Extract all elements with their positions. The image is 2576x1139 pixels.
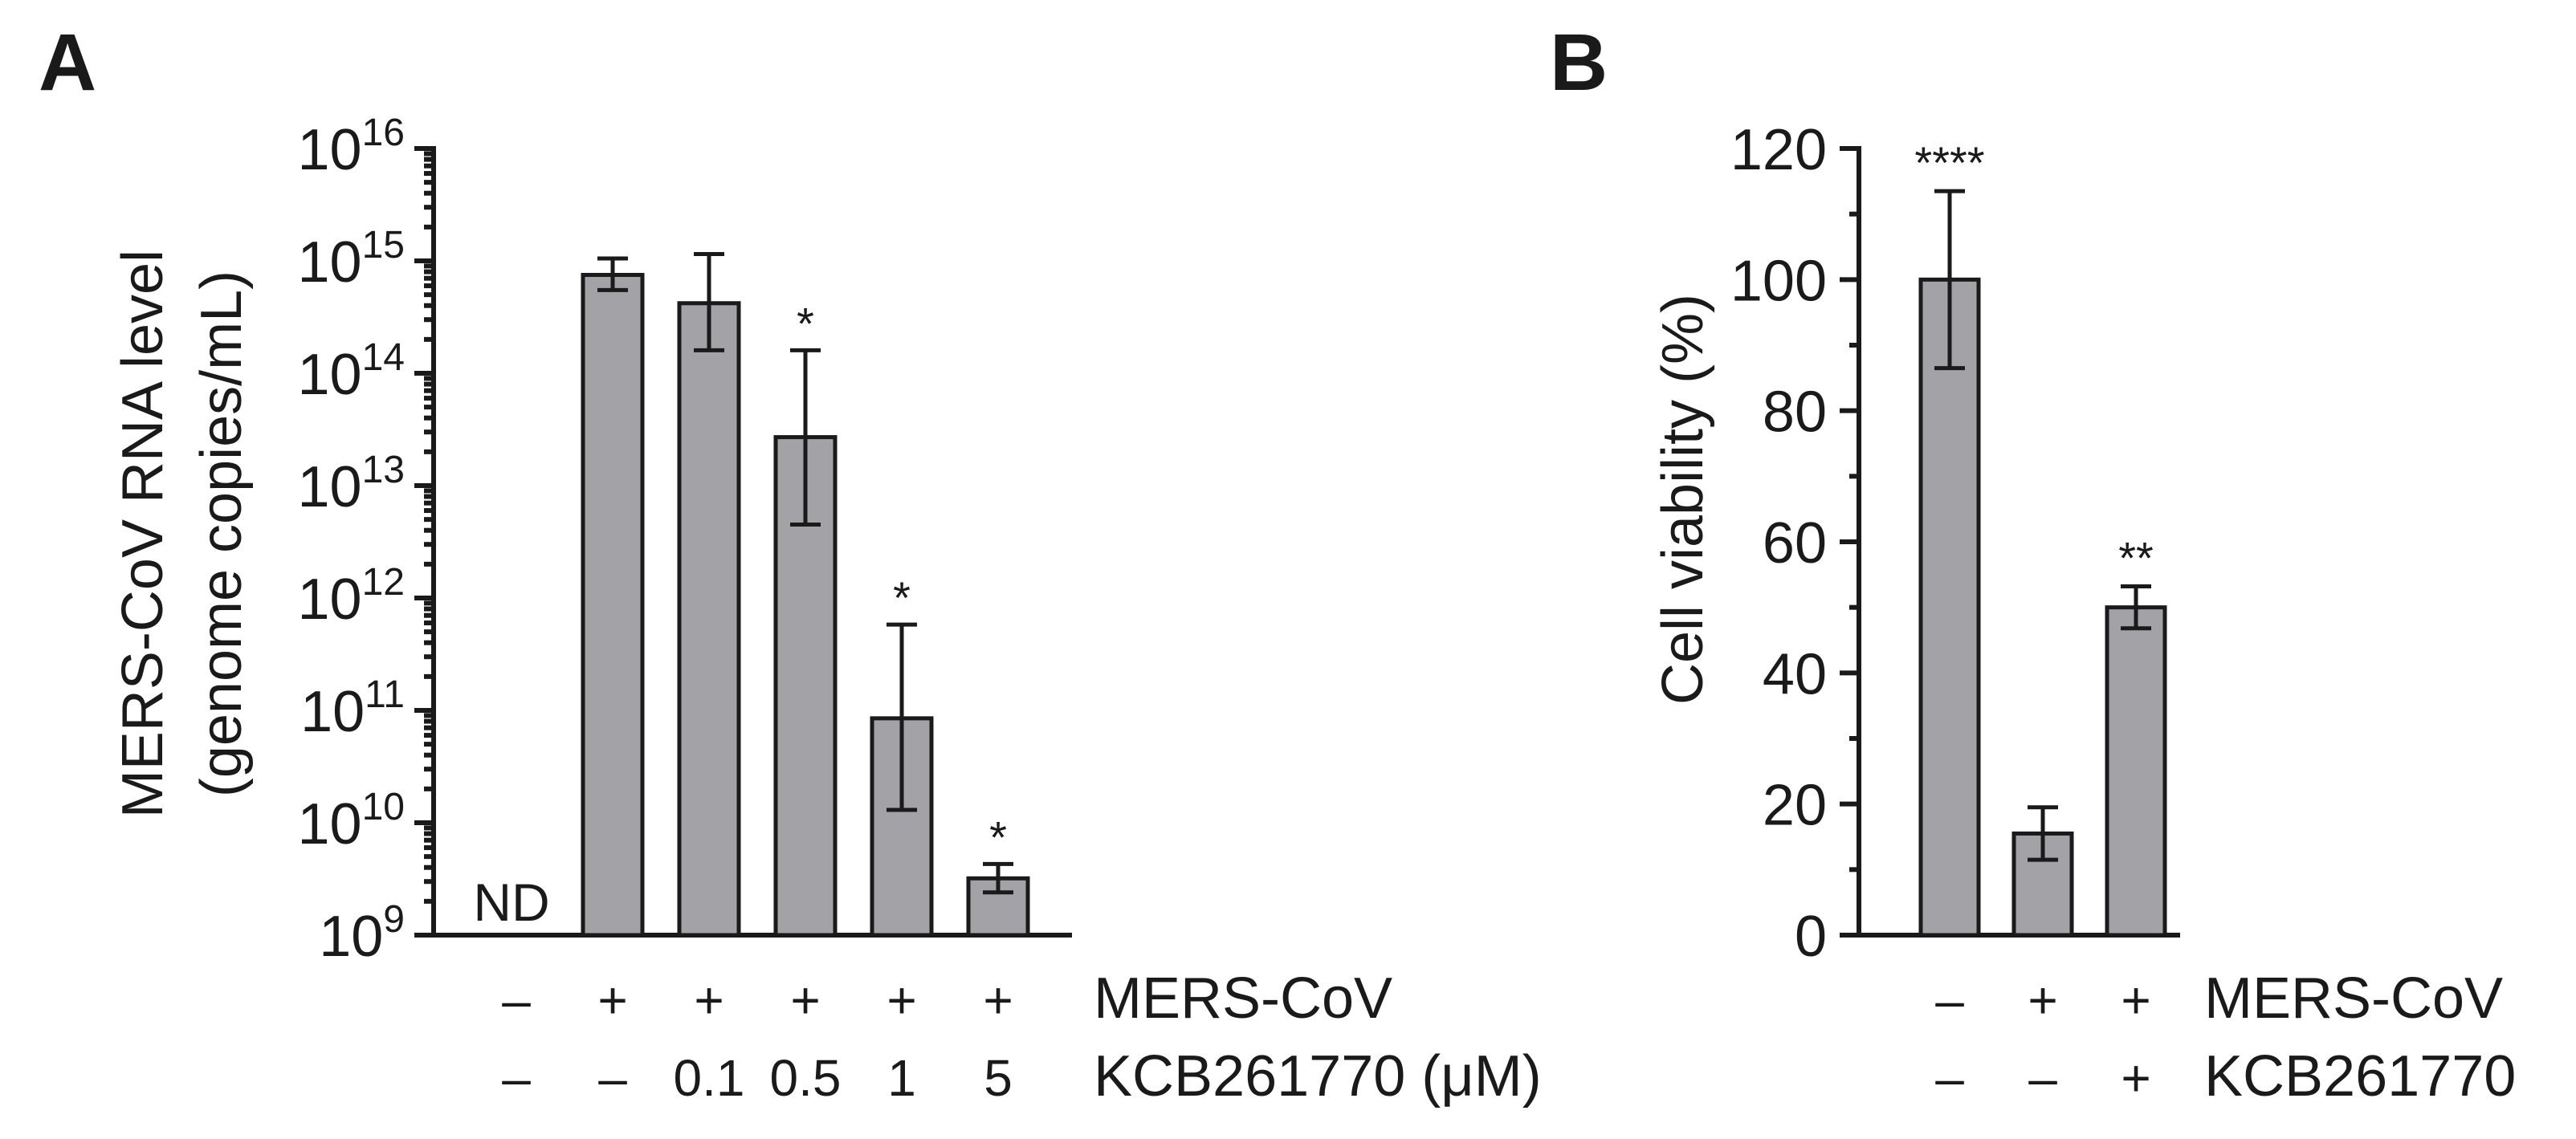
row-label-kcb-b: KCB261770 bbox=[2204, 1044, 2516, 1108]
y-tick-label-b: 120 bbox=[1730, 118, 1827, 182]
y-axis-label-a-line1: MERS-CoV RNA level bbox=[111, 250, 175, 818]
mers-condition-label-a: + bbox=[597, 971, 627, 1029]
kcb-condition-label-a: – bbox=[598, 1049, 627, 1107]
y-tick-label-a: 1010 bbox=[298, 786, 405, 856]
mers-condition-label-a: + bbox=[790, 971, 820, 1029]
mers-condition-label-a: – bbox=[502, 971, 531, 1029]
kcb-condition-label-a: 5 bbox=[984, 1049, 1013, 1107]
mers-condition-label-b: + bbox=[2028, 971, 2057, 1029]
kcb-condition-label-b: + bbox=[2121, 1049, 2150, 1107]
tick-base: 10 bbox=[300, 680, 365, 744]
y-tick-label-b: 100 bbox=[1730, 249, 1827, 313]
panel-letter-a: A bbox=[39, 18, 96, 108]
y-tick-label-a: 1015 bbox=[298, 224, 405, 295]
y-axis-label-a-line2: (genome copies/mL) bbox=[190, 271, 254, 797]
tick-base: 10 bbox=[298, 792, 362, 856]
significance-marker-a: * bbox=[989, 812, 1007, 862]
bar-b bbox=[1918, 277, 1981, 938]
significance-marker-a: * bbox=[797, 298, 814, 348]
y-tick-label-b: 80 bbox=[1763, 380, 1827, 445]
panel-a-chart: 1091010101110121013101410151016ND––+–+0.… bbox=[111, 112, 1542, 1108]
significance-marker-a: * bbox=[893, 572, 911, 623]
mers-condition-label-a: + bbox=[887, 971, 916, 1029]
y-tick-label-b: 0 bbox=[1795, 905, 1827, 969]
bar-a bbox=[581, 272, 645, 938]
y-tick-label-a: 1013 bbox=[298, 449, 405, 519]
mers-condition-label-b: – bbox=[1935, 971, 1964, 1029]
tick-exponent: 11 bbox=[365, 673, 405, 716]
bar-b bbox=[2105, 605, 2167, 938]
kcb-condition-label-b: – bbox=[2028, 1049, 2057, 1107]
tick-exponent: 9 bbox=[383, 898, 405, 941]
y-axis-label-b: Cell viability (%) bbox=[1651, 294, 1715, 705]
y-tick-label-b: 40 bbox=[1763, 642, 1827, 706]
tick-exponent: 10 bbox=[362, 786, 405, 828]
tick-base: 10 bbox=[298, 343, 362, 407]
tick-exponent: 16 bbox=[362, 112, 405, 154]
significance-marker-b: **** bbox=[1914, 137, 1984, 188]
row-label-mers-a: MERS-CoV bbox=[1094, 966, 1392, 1031]
kcb-condition-label-a: 1 bbox=[887, 1049, 916, 1107]
significance-marker-b: ** bbox=[2118, 533, 2154, 584]
tick-exponent: 12 bbox=[362, 561, 405, 604]
y-tick-label-a: 109 bbox=[319, 898, 405, 969]
y-tick-label-a: 1016 bbox=[298, 112, 405, 182]
row-label-mers-b: MERS-CoV bbox=[2204, 966, 2503, 1031]
kcb-condition-label-a: 0.1 bbox=[674, 1049, 745, 1107]
kcb-condition-label-b: – bbox=[1935, 1049, 1964, 1107]
kcb-condition-label-a: 0.5 bbox=[770, 1049, 842, 1107]
panel-letter-b: B bbox=[1550, 18, 1608, 108]
mers-condition-label-b: + bbox=[2121, 971, 2150, 1029]
mers-condition-label-a: + bbox=[694, 971, 723, 1029]
tick-base: 10 bbox=[298, 455, 362, 519]
panel-b-chart: 0 20 40 60 80 100 120 **** – – + – ** + + MERS-CoV KCB26… bbox=[1651, 118, 2516, 1108]
tick-base: 10 bbox=[298, 230, 362, 295]
bar-a bbox=[677, 301, 741, 938]
tick-base: 10 bbox=[298, 118, 362, 182]
nd-label: ND bbox=[473, 873, 549, 932]
tick-exponent: 15 bbox=[362, 224, 405, 266]
y-tick-label-b: 20 bbox=[1763, 774, 1827, 838]
y-tick-label-a: 1012 bbox=[298, 561, 405, 632]
y-tick-label-a: 1014 bbox=[298, 336, 405, 407]
tick-exponent: 14 bbox=[362, 336, 405, 379]
kcb-condition-label-a: – bbox=[502, 1049, 531, 1107]
tick-base: 10 bbox=[298, 567, 362, 632]
y-tick-label-a: 1011 bbox=[300, 673, 405, 744]
mers-condition-label-a: + bbox=[983, 971, 1013, 1029]
tick-exponent: 13 bbox=[362, 449, 405, 491]
row-label-kcb-a: KCB261770 (μM) bbox=[1094, 1044, 1542, 1108]
tick-base: 10 bbox=[319, 905, 383, 969]
y-tick-label-b: 60 bbox=[1763, 511, 1827, 576]
